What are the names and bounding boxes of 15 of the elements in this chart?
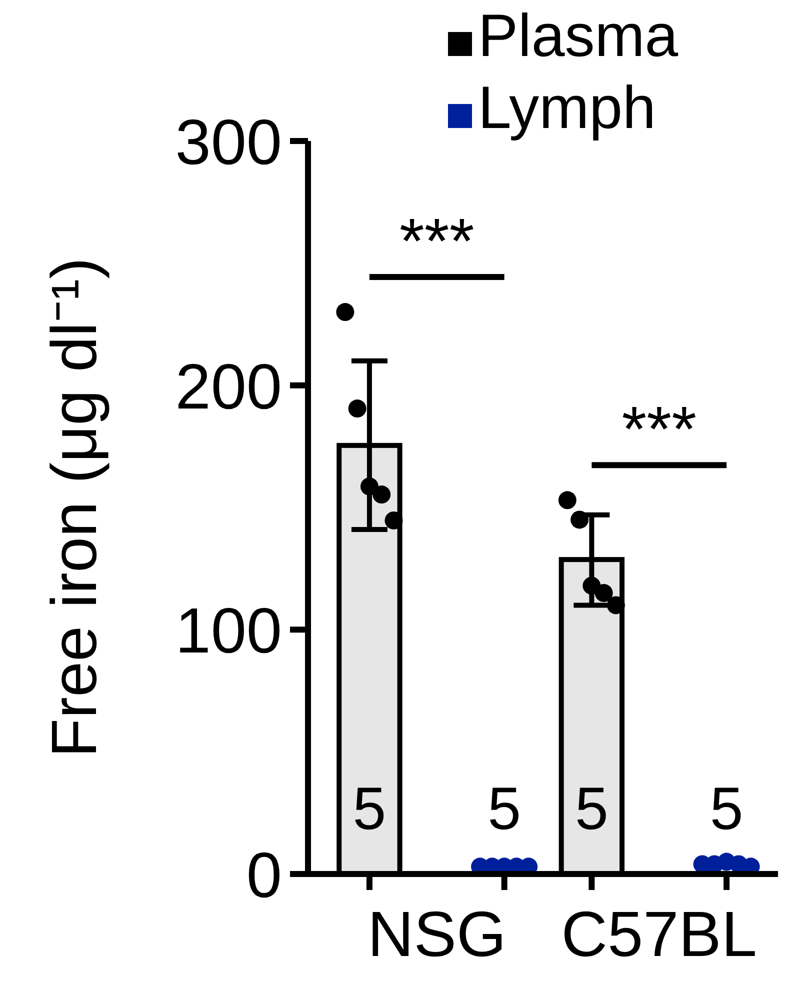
annotation: 5 xyxy=(488,775,522,842)
x-tick-label: NSG xyxy=(368,898,506,970)
y-tick-label: 0 xyxy=(246,839,282,912)
y-axis-title: Free iron (μg dl⁻¹) xyxy=(38,258,110,758)
annotation: *** xyxy=(400,205,474,278)
y-tick-label: 200 xyxy=(175,350,282,422)
annotation: *** xyxy=(622,393,696,466)
annotation: 5 xyxy=(352,775,386,842)
legend-label: Lymph xyxy=(478,74,656,141)
annotation: 5 xyxy=(574,775,608,842)
x-tick-label: C57BL xyxy=(561,898,757,970)
y-tick-label: 300 xyxy=(175,106,282,178)
legend-label: Plasma xyxy=(478,2,679,69)
annotation: 5 xyxy=(710,775,744,842)
y-tick-label: 100 xyxy=(175,594,282,667)
